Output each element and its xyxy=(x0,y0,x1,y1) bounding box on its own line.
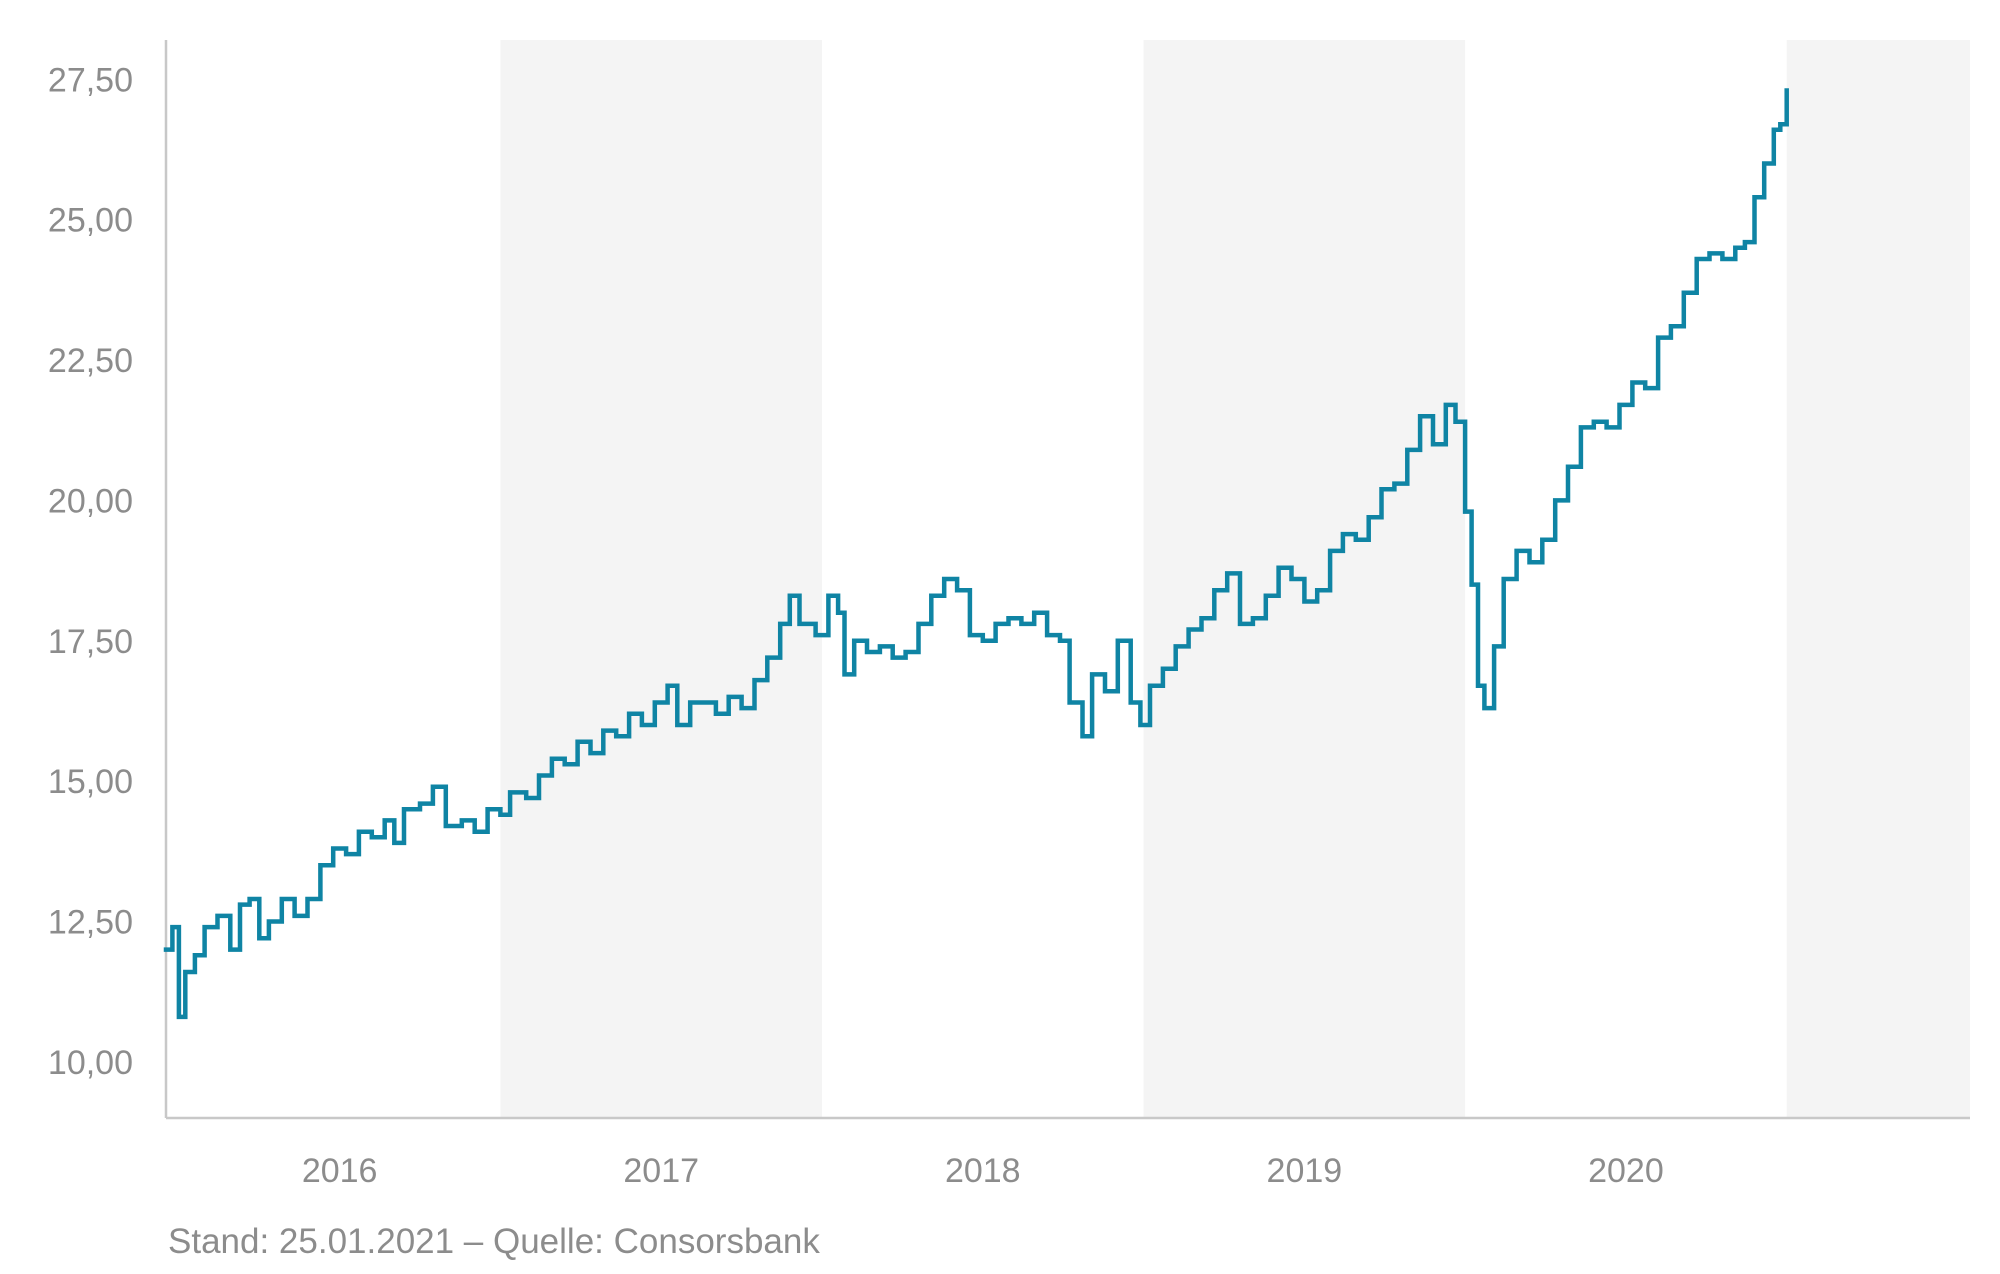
x-tick-label: 2016 xyxy=(302,1152,378,1190)
y-tick-label: 22,50 xyxy=(48,342,133,380)
x-tick-label: 2017 xyxy=(623,1152,699,1190)
chart-axes xyxy=(164,40,1970,1120)
x-axis-tick-labels: 2016 2017 2018 2019 2020 xyxy=(302,1152,1664,1190)
x-tick-label: 2018 xyxy=(945,1152,1021,1190)
y-tick-label: 12,50 xyxy=(48,903,133,941)
year-band-3 xyxy=(1786,40,1970,1118)
y-tick-label: 27,50 xyxy=(48,61,133,99)
price-series xyxy=(163,88,1789,1020)
series-line-1 xyxy=(163,88,1789,1020)
y-axis-tick-labels: 10,00 12,50 15,00 17,50 20,00 22,50 25,00 27,50 xyxy=(48,61,133,1082)
y-tick-label: 15,00 xyxy=(48,763,133,801)
year-band-1 xyxy=(500,40,822,1118)
x-tick-label: 2020 xyxy=(1588,1152,1664,1190)
y-tick-label: 10,00 xyxy=(48,1044,133,1082)
y-tick-label: 17,50 xyxy=(48,623,133,661)
y-tick-label: 25,00 xyxy=(48,202,133,240)
x-tick-label: 2019 xyxy=(1267,1152,1343,1190)
source-note: Stand: 25.01.2021 – Quelle: Consorsbank xyxy=(168,1222,820,1261)
y-tick-label: 20,00 xyxy=(48,482,133,520)
year-shading-bands xyxy=(500,40,1970,1118)
